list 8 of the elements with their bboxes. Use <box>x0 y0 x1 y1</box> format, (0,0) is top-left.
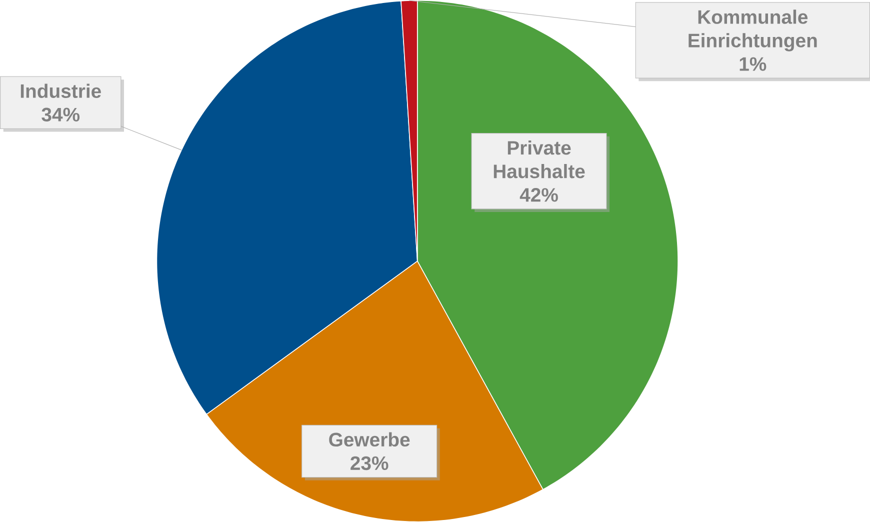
slice-label: Gewerbe <box>329 432 410 446</box>
data-label: 1% <box>740 57 766 71</box>
data-label: 42% <box>520 188 558 202</box>
slice-label: Industrie <box>20 84 101 98</box>
slice-label: Kommunale Einrichtungen <box>688 10 817 52</box>
data-label: 23% <box>350 456 388 470</box>
data-label: 34% <box>42 108 80 122</box>
slice-label: Private Haushalte <box>494 140 585 178</box>
